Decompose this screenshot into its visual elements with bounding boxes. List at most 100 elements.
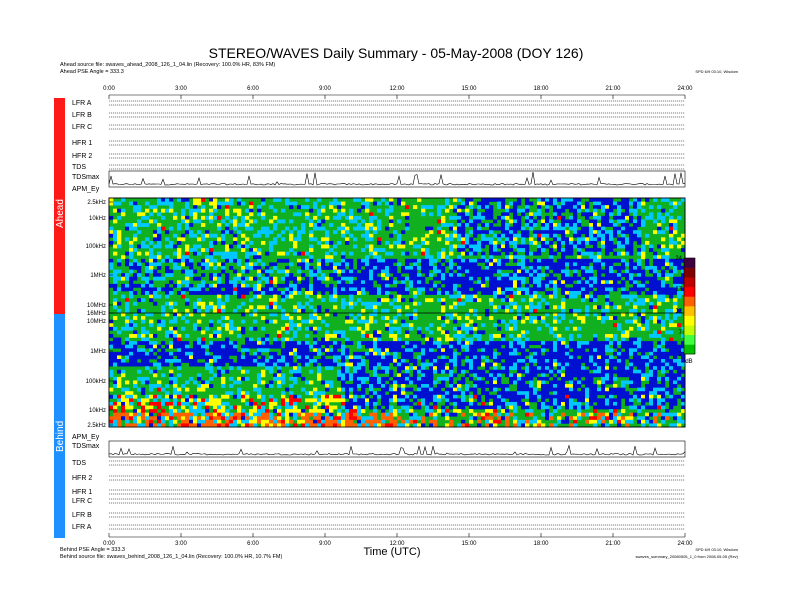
spectrogram-cell	[201, 215, 206, 220]
spectrogram-cell	[465, 366, 470, 371]
spectrogram-cell	[661, 273, 666, 278]
spectrogram-cell	[345, 351, 350, 356]
spectrogram-cell	[185, 283, 190, 288]
spectrogram-cell	[285, 401, 290, 406]
spectrogram-cell	[245, 291, 250, 295]
spectrogram-cell	[377, 391, 382, 396]
spectrogram-cell	[117, 380, 122, 385]
spectrogram-cell	[145, 276, 150, 281]
spectrogram-cell	[617, 205, 622, 210]
spectrogram-cell	[597, 276, 602, 281]
spectrogram-cell	[349, 269, 354, 274]
spectrogram-cell	[237, 366, 242, 371]
spectrogram-cell	[473, 291, 478, 295]
spectrogram-cell	[405, 369, 410, 374]
spectrogram-cell	[645, 394, 650, 399]
spectrogram-cell	[637, 337, 642, 342]
spectrogram-cell	[145, 283, 150, 288]
spectrogram-cell	[157, 237, 162, 242]
spectrogram-cell	[261, 355, 266, 360]
spectrogram-cell	[581, 366, 586, 371]
spectrogram-cell	[625, 215, 630, 220]
spectrogram-cell	[621, 237, 626, 242]
spectrogram-cell	[393, 376, 398, 381]
spectrogram-cell	[469, 276, 474, 281]
spectrogram-cell	[301, 262, 306, 267]
spectrogram-cell	[289, 355, 294, 360]
spectrogram-cell	[489, 380, 494, 385]
spectrogram-cell	[289, 398, 294, 403]
spectrogram-cell	[241, 269, 246, 274]
spectrogram-cell	[217, 283, 222, 288]
spectrogram-cell	[517, 359, 522, 363]
spectrogram-cell	[553, 341, 558, 346]
spectrogram-cell	[229, 330, 234, 335]
spectrogram-cell	[461, 226, 466, 231]
spectrogram-cell	[585, 380, 590, 385]
spectrogram-cell	[357, 208, 362, 213]
spectrogram-cell	[385, 355, 390, 360]
spectrogram-cell	[653, 258, 658, 263]
spectrogram-cell	[405, 226, 410, 231]
spectrogram-cell	[461, 276, 466, 281]
row-label: HFR 2	[72, 475, 92, 482]
spectrogram-cell	[429, 230, 434, 235]
spectrogram-cell	[517, 344, 522, 349]
spectrogram-cell	[605, 301, 610, 306]
spectrogram-cell	[477, 219, 482, 224]
spectrogram-cell	[277, 362, 282, 367]
spectrogram-cell	[481, 287, 486, 292]
spectrogram-cell	[645, 298, 650, 303]
spectrogram-cell	[509, 359, 514, 363]
spectrogram-cell	[657, 273, 662, 278]
spectrogram-cell	[597, 305, 602, 310]
spectrogram-cell	[217, 226, 222, 231]
spectrogram-cell	[405, 251, 410, 256]
spectrogram-cell	[541, 355, 546, 360]
spectrogram-cell	[521, 237, 526, 242]
spectrogram-cell	[629, 341, 634, 346]
spectrogram-cell	[601, 398, 606, 403]
spectrogram-cell	[681, 394, 686, 399]
spectrogram-cell	[433, 341, 438, 346]
spectrogram-cell	[369, 219, 374, 224]
spectrogram-cell	[545, 362, 550, 367]
spectrogram-cell	[457, 401, 462, 406]
spectrogram-cell	[393, 337, 398, 342]
spectrogram-cell	[513, 276, 518, 281]
spectrogram-cell	[449, 237, 454, 242]
spectrogram-cell	[465, 341, 470, 346]
spectrogram-cell	[189, 355, 194, 360]
spectrogram-cell	[189, 394, 194, 399]
spectrogram-cell	[549, 326, 554, 331]
spectrogram-cell	[581, 205, 586, 210]
spectrogram-cell	[125, 298, 130, 303]
spectrogram-cell	[201, 280, 206, 285]
spectrogram-cell	[469, 398, 474, 403]
spectrogram-cell	[469, 230, 474, 235]
spectrogram-cell	[497, 269, 502, 274]
spectrogram-cell	[449, 215, 454, 220]
spectrogram-cell	[381, 401, 386, 406]
spectrogram-cell	[113, 273, 118, 278]
spectrogram-cell	[621, 351, 626, 356]
spectrogram-cell	[417, 287, 422, 292]
spectrogram-cell	[337, 398, 342, 403]
spectrogram-cell	[197, 405, 202, 410]
spectrogram-cell	[597, 316, 602, 320]
spectrogram-cell	[161, 305, 166, 310]
spectrogram-cell	[121, 387, 126, 392]
spectrogram-cell	[305, 215, 310, 220]
spectrogram-cell	[477, 287, 482, 292]
spectrogram-cell	[413, 258, 418, 263]
spectrogram-cell	[673, 226, 678, 231]
spectrogram-cell	[417, 369, 422, 374]
spectrogram-cell	[677, 376, 682, 381]
spectrogram-cell	[369, 276, 374, 281]
spectrogram-cell	[657, 294, 662, 299]
spectrogram-cell	[465, 387, 470, 392]
spectrogram-cell	[217, 262, 222, 267]
spectrogram-cell	[341, 251, 346, 256]
spectrogram-cell	[465, 237, 470, 242]
spectrogram-cell	[581, 369, 586, 374]
